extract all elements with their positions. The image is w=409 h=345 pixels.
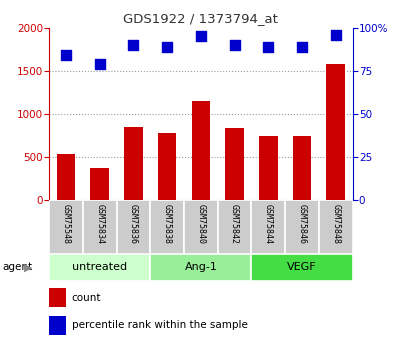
Bar [90,168,109,200]
Bar [56,155,75,200]
Point [164,44,170,49]
Bar [326,64,344,200]
Bar [191,101,210,200]
Text: Ang-1: Ang-1 [184,263,217,272]
Bar [83,200,116,254]
Point [298,44,305,49]
Bar [318,200,352,254]
Bar [292,136,310,200]
Bar [150,200,184,254]
Bar [49,200,83,254]
Bar [150,254,251,281]
Bar [251,200,285,254]
Point [231,42,237,48]
Bar [251,254,352,281]
Point [264,44,271,49]
Text: VEGF: VEGF [287,263,316,272]
Text: GSM75840: GSM75840 [196,204,205,244]
Text: GSM75548: GSM75548 [61,204,70,244]
Text: ▶: ▶ [24,263,32,273]
Bar [116,200,150,254]
Text: GSM75838: GSM75838 [162,204,171,244]
Text: GSM75836: GSM75836 [129,204,138,244]
Bar [49,254,150,281]
Text: GSM75846: GSM75846 [297,204,306,244]
Text: percentile rank within the sample: percentile rank within the sample [72,320,247,330]
Point [197,33,204,39]
Bar [285,200,318,254]
Point [96,61,103,67]
Point [332,32,338,37]
Text: GSM75848: GSM75848 [330,204,339,244]
Text: GSM75834: GSM75834 [95,204,104,244]
Text: untreated: untreated [72,263,127,272]
Text: agent: agent [2,263,32,272]
Text: GSM75844: GSM75844 [263,204,272,244]
Text: GSM75842: GSM75842 [229,204,238,244]
Point [130,42,137,48]
Bar [124,127,142,200]
Text: count: count [72,293,101,303]
Title: GDS1922 / 1373794_at: GDS1922 / 1373794_at [123,12,278,25]
Bar [157,133,176,200]
Bar [225,128,243,200]
Point [63,52,69,58]
Bar [258,136,277,200]
Bar [217,200,251,254]
Bar [184,200,217,254]
